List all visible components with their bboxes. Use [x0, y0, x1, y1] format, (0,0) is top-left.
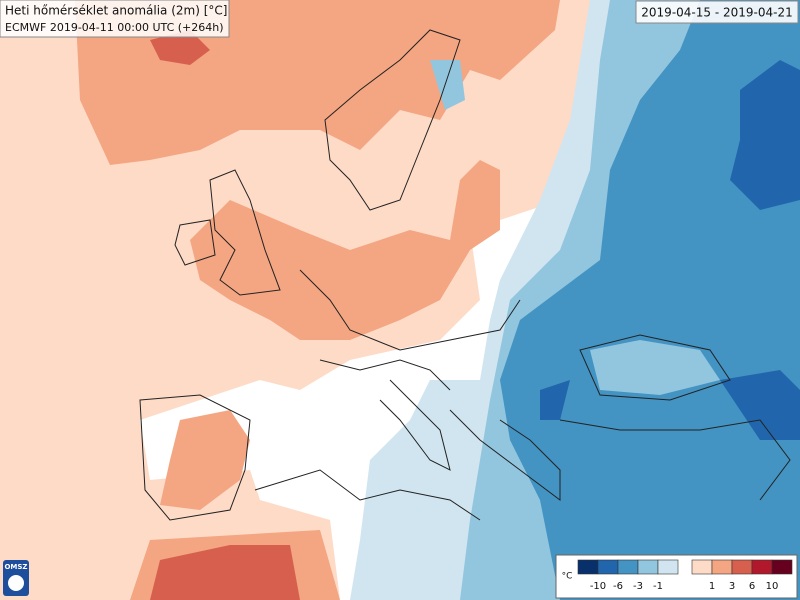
legend-label: 10: [766, 581, 779, 592]
legend-label: 6: [749, 581, 755, 592]
coastlines: [139, 29, 791, 521]
map-title: Heti hőmérséklet anomália (2m) [°C]: [5, 4, 227, 18]
period-box: 2019-04-15 - 2019-04-21: [635, 0, 799, 24]
legend-swatch: [637, 559, 659, 575]
legend-swatch: [657, 559, 679, 575]
legend-label: -1: [653, 581, 663, 592]
legend-swatch: [711, 559, 733, 575]
legend-label: -6: [613, 581, 623, 592]
legend: °C -10 -6 -3 -1 1 3 6 10: [555, 554, 798, 599]
legend-swatch: [597, 559, 619, 575]
map-subtitle: ECMWF 2019-04-11 00:00 UTC (+264h): [5, 21, 224, 34]
legend-unit: °C: [562, 572, 573, 582]
legend-label: -3: [633, 581, 643, 592]
legend-swatch: [751, 559, 773, 575]
period: 2019-04-15 - 2019-04-21: [641, 6, 792, 20]
legend-swatch: [577, 559, 599, 575]
logo: OMSZ: [3, 560, 29, 596]
legend-label: 1: [709, 581, 715, 592]
legend-swatch: [617, 559, 639, 575]
title-box: Heti hőmérséklet anomália (2m) [°C] ECMW…: [0, 0, 230, 38]
legend-label: -10: [590, 581, 606, 592]
legend-swatch: [691, 559, 713, 575]
legend-swatch: [731, 559, 753, 575]
logo-text: OMSZ: [4, 563, 27, 571]
legend-label: 3: [729, 581, 735, 592]
legend-swatch: [771, 559, 793, 575]
